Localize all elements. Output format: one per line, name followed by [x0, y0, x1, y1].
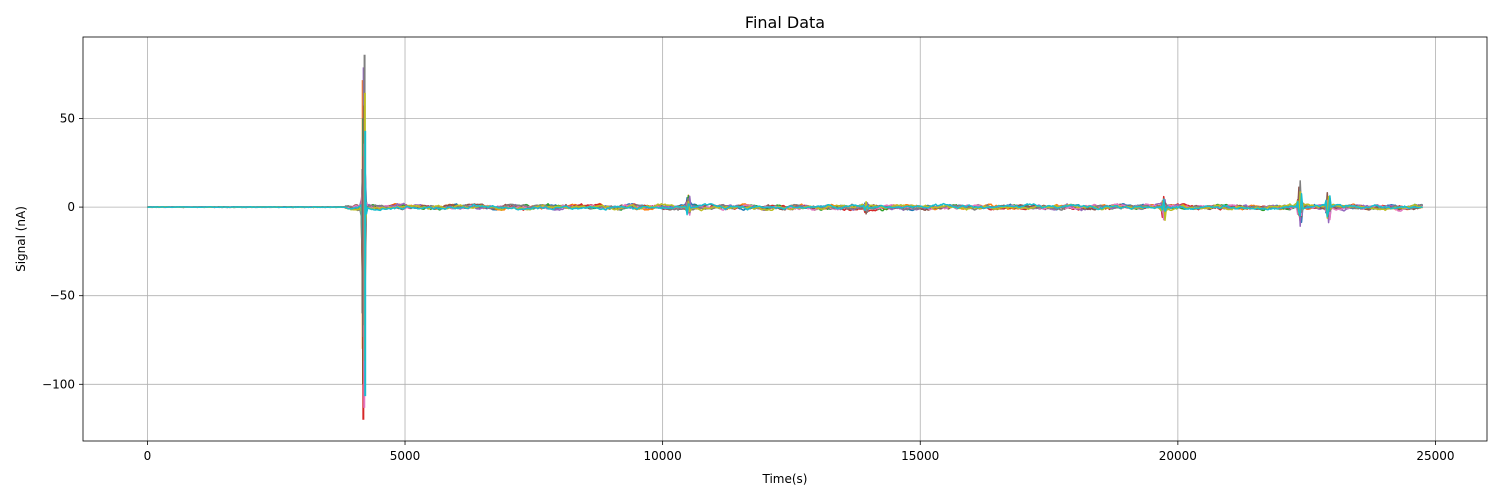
x-tick-label: 20000 — [1159, 449, 1197, 463]
series-line-2 — [147, 97, 1423, 294]
series-line-6 — [147, 185, 1423, 400]
series-line-7 — [147, 177, 1424, 263]
series-line-5 — [147, 167, 1423, 336]
series-line-3 — [147, 115, 1423, 281]
chart-title: Final Data — [745, 13, 825, 32]
plot-frame — [82, 36, 1488, 442]
y-tick-label: −100 — [42, 377, 75, 391]
series-lines — [147, 54, 1424, 420]
grid — [83, 37, 1487, 441]
series-line-10 — [147, 159, 1423, 262]
series-line-1 — [147, 173, 1423, 251]
x-tick-label: 25000 — [1416, 449, 1454, 463]
series-line-9 — [147, 154, 1424, 238]
x-tick-label: 0 — [144, 449, 152, 463]
x-tick-label: 10000 — [644, 449, 682, 463]
y-axis-label: Signal (nA) — [14, 206, 28, 272]
x-axis-label: Time(s) — [762, 472, 808, 486]
y-tick-label: 50 — [60, 112, 75, 126]
x-tick-label: 15000 — [901, 449, 939, 463]
x-tick-label: 5000 — [390, 449, 421, 463]
axis-ticks: 0 5000 10000 15000 20000 25000 −100 −50 0 50 — [42, 112, 1455, 463]
series-line-4 — [147, 167, 1423, 290]
y-tick-label: −50 — [50, 289, 75, 303]
y-tick-label: 0 — [67, 200, 75, 214]
